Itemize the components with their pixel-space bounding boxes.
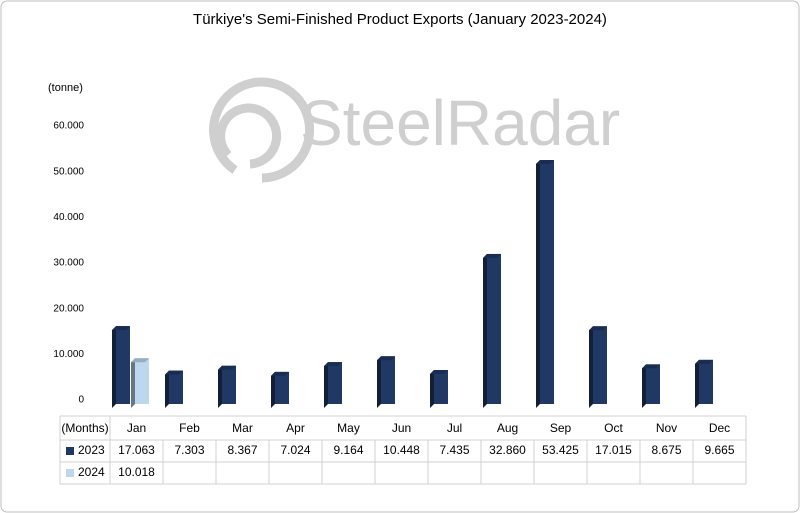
x-tick-label: Sep [550, 421, 572, 435]
bar-top [218, 365, 236, 370]
value-label: 7.303 [174, 443, 204, 457]
bar [275, 371, 289, 404]
y-tick-label: 40.000 [53, 212, 84, 223]
bar-side [589, 326, 593, 408]
x-tick-label: Feb [179, 421, 200, 435]
value-label: 10.448 [383, 443, 420, 457]
x-tick-label: Dec [709, 421, 730, 435]
value-label: 53.425 [542, 443, 579, 457]
bar-side [430, 370, 434, 408]
value-label: 7.024 [280, 443, 310, 457]
watermark-logo [209, 77, 315, 183]
bar [646, 364, 660, 404]
value-label: 17.063 [118, 443, 155, 457]
bar-top [112, 326, 130, 331]
watermark: SteelRadar [300, 87, 620, 159]
x-tick-label: Jan [127, 421, 146, 435]
bar [381, 356, 395, 404]
value-label: 32.860 [489, 443, 526, 457]
bar-side [218, 365, 222, 408]
bar-side [271, 371, 275, 408]
x-tick-label: Jun [392, 421, 411, 435]
value-label: 17.015 [595, 443, 632, 457]
x-tick-label: Oct [604, 421, 623, 435]
y-tick-label: 0 [78, 395, 84, 406]
y-tick-label: 10.000 [53, 349, 84, 360]
bar-side [112, 326, 116, 408]
bar-side [642, 364, 646, 408]
bar-side [324, 362, 328, 408]
value-label: 9.164 [333, 443, 363, 457]
x-tick-label: May [337, 421, 360, 435]
bar-side [695, 359, 699, 408]
bar-side [536, 160, 540, 408]
bar-top [377, 356, 395, 361]
x-tick-label: Jul [447, 421, 462, 435]
bar [116, 326, 130, 404]
bar-side [483, 253, 487, 408]
y-tick-label: 20.000 [53, 303, 84, 314]
y-tick-label: 50.000 [53, 166, 84, 177]
bar [593, 326, 607, 404]
bar [434, 370, 448, 404]
y-tick-label: 60.000 [53, 121, 84, 132]
bar-top [642, 364, 660, 369]
value-label: 10.018 [118, 465, 155, 479]
x-tick-label: Aug [497, 421, 518, 435]
chart-title: Türkiye's Semi-Finished Product Exports … [193, 11, 607, 28]
bar-top [483, 253, 501, 258]
bar [699, 359, 713, 404]
bar-side [377, 356, 381, 408]
value-label: 8.675 [651, 443, 681, 457]
bar-side [165, 370, 169, 408]
legend-swatch [66, 469, 74, 477]
bar [169, 370, 183, 404]
legend-label: 2024 [78, 465, 105, 479]
legend-swatch [66, 447, 74, 455]
bar-top [695, 359, 713, 364]
legend-label: 2023 [78, 443, 105, 457]
bar-top [536, 160, 554, 165]
bar-top [131, 358, 149, 363]
bar-top [165, 370, 183, 375]
bar-top [271, 371, 289, 376]
bar-side [131, 358, 135, 408]
bar [222, 365, 236, 404]
bar [135, 358, 149, 404]
x-tick-label: Apr [286, 421, 305, 435]
x-tick-label: Nov [656, 421, 677, 435]
bar-top [430, 370, 448, 375]
y-tick-label: 30.000 [53, 258, 84, 269]
x-tick-label: Mar [232, 421, 253, 435]
y-axis-label: (tonne) [48, 82, 83, 94]
x-axis-label: (Months) [61, 421, 108, 435]
value-label: 7.435 [439, 443, 469, 457]
bar-top [589, 326, 607, 331]
bar [540, 160, 554, 404]
bar [328, 362, 342, 404]
bar-top [324, 362, 342, 367]
bar [487, 253, 501, 404]
value-label: 9.665 [704, 443, 734, 457]
value-label: 8.367 [227, 443, 257, 457]
